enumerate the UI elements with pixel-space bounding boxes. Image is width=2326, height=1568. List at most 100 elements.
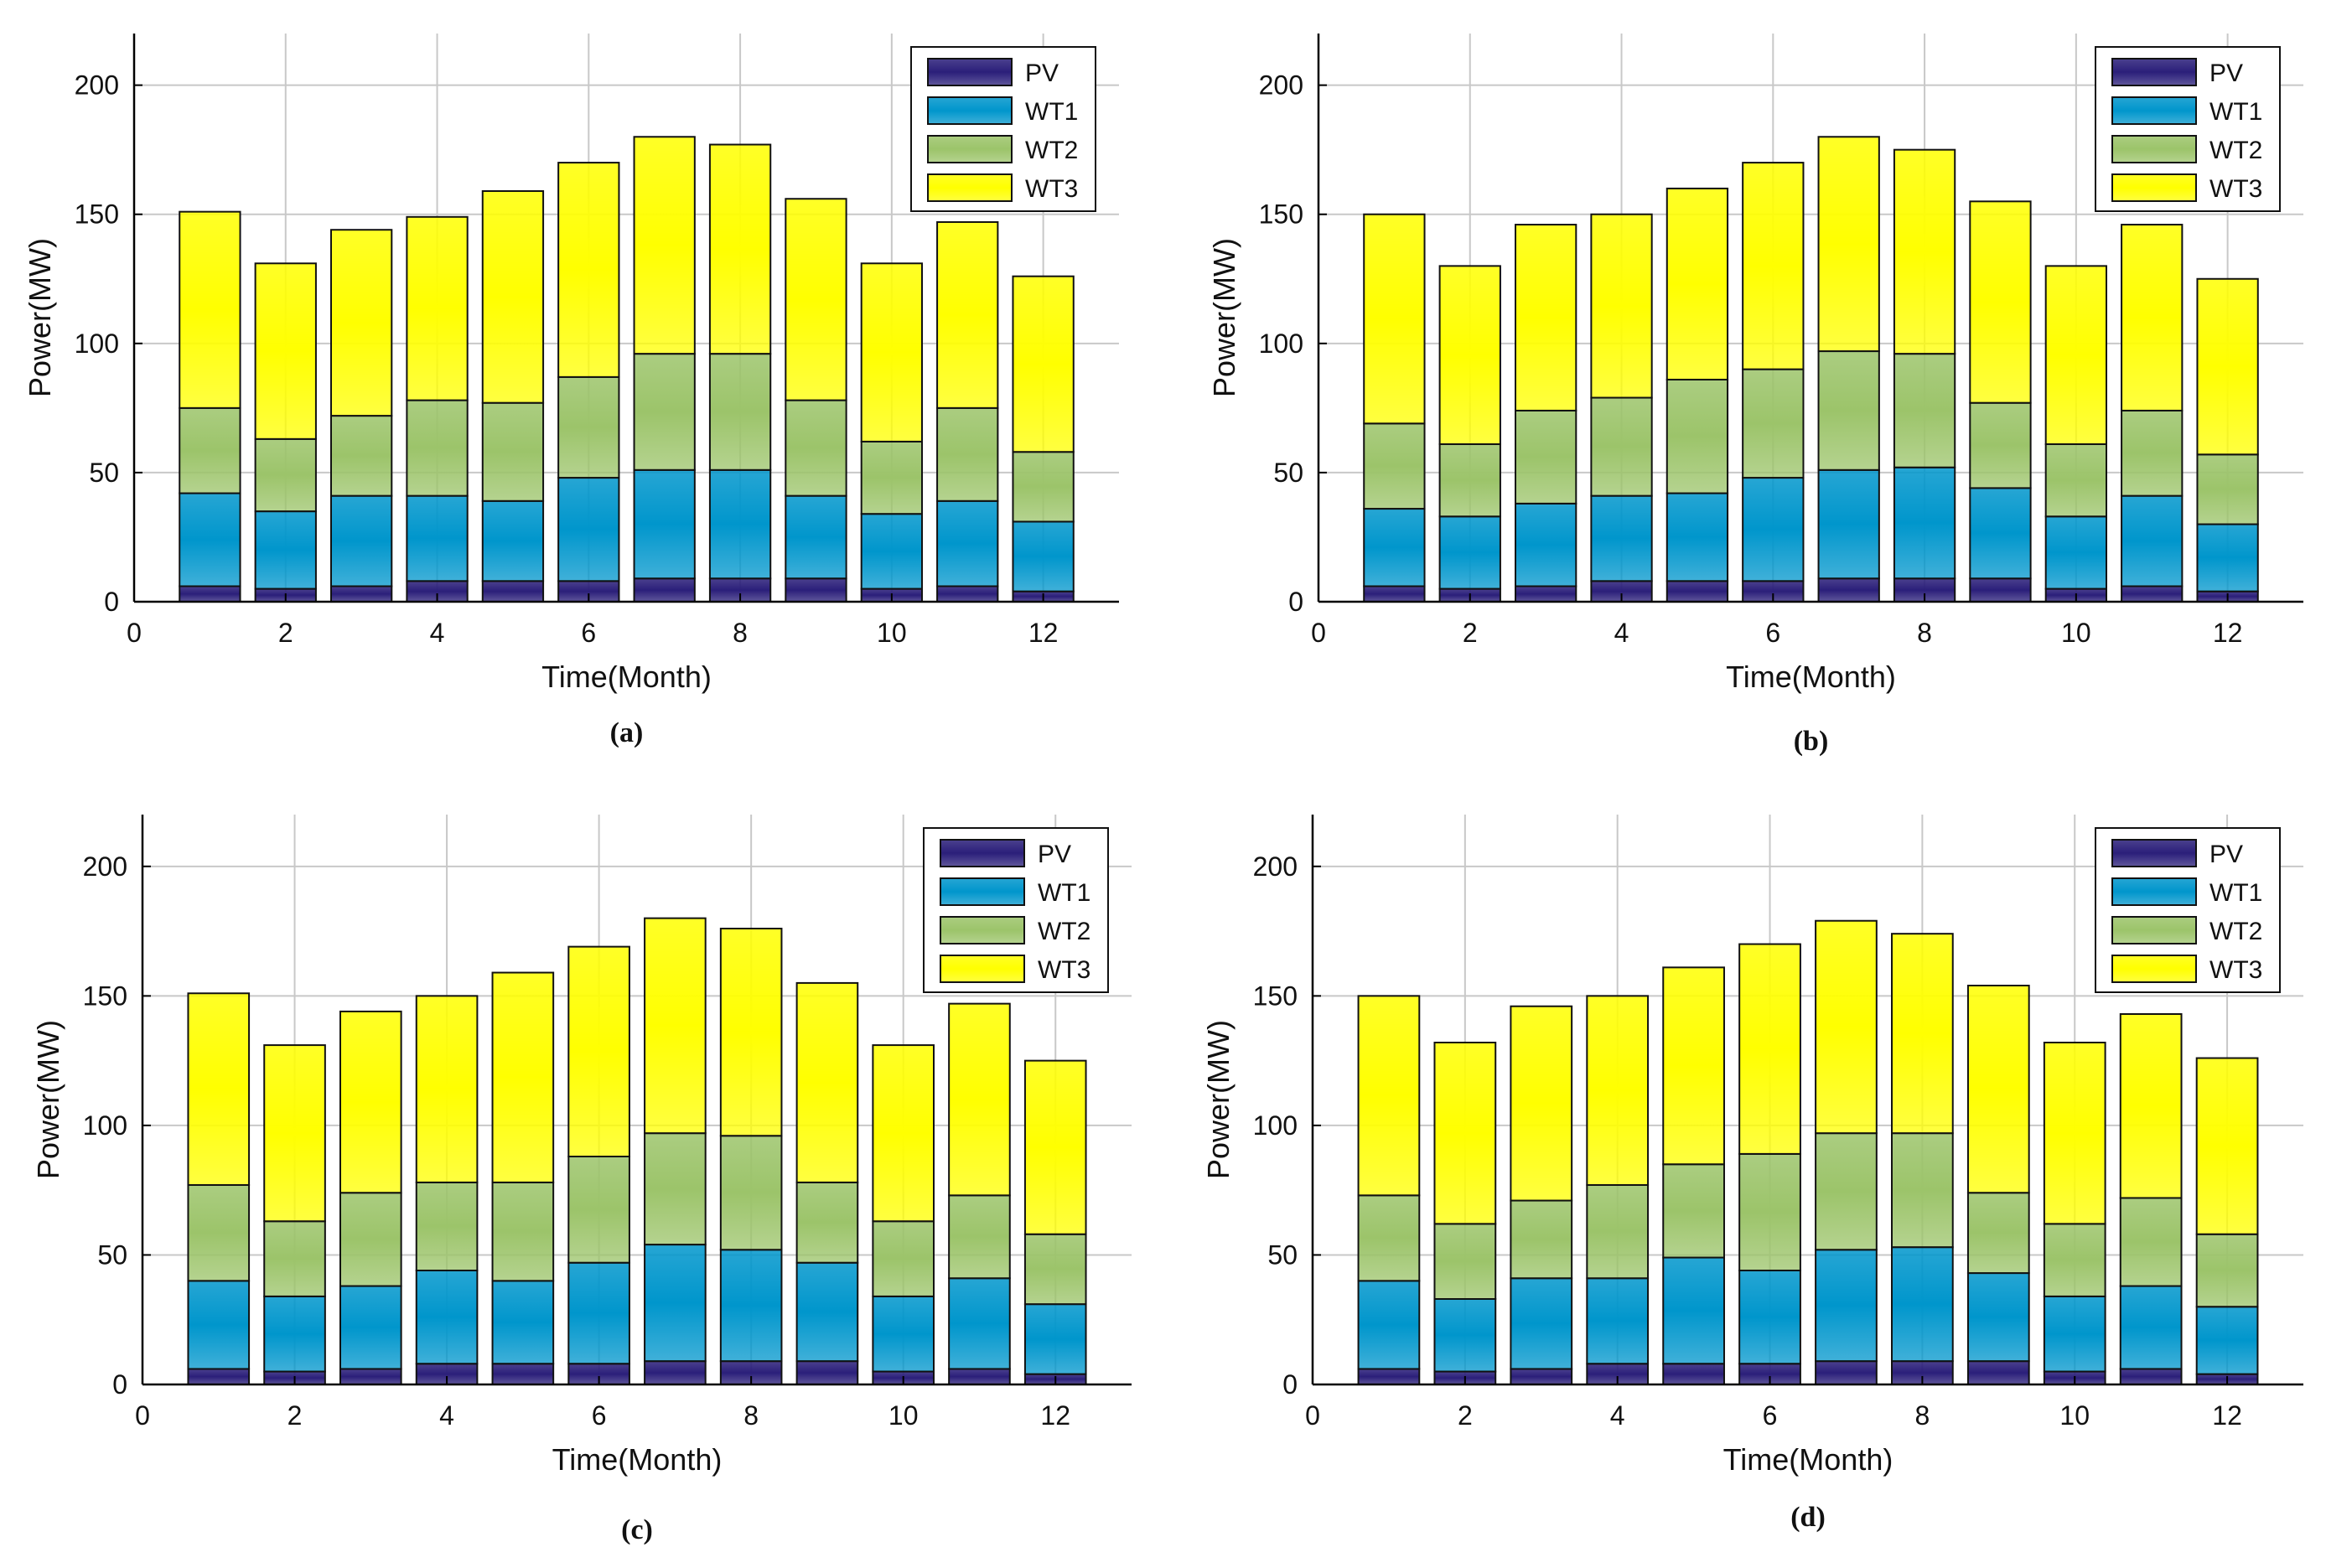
bar-pv-month-7 [1817,577,1880,603]
legend-swatch-wt1 [2111,96,2197,125]
x-tick-label: 4 [430,618,445,648]
bar-wt2-month-10 [860,440,923,515]
bar-wt2-month-10 [872,1220,935,1297]
bar-wt2-month-1 [179,406,241,494]
x-tick-label: 12 [2212,1400,2242,1431]
x-tick-label: 4 [439,1400,454,1431]
chart-caption: (a) [610,717,644,748]
bar-wt1-month-12 [2195,1306,2259,1375]
bar-wt3-month-6 [567,945,630,1157]
bar-wt2-month-3 [1515,409,1577,505]
bar-pv-month-9 [1966,1360,2030,1386]
chart-panel-d: 0 2 4 6 8 10 12 0 50 100 150 200 Time(Month) Power(MW… [1189,784,2326,1568]
x-tick-label: 12 [1028,618,1059,648]
x-tick-label: 0 [1311,618,1326,648]
bar-wt1-month-8 [1891,1246,1954,1363]
bar-wt1-month-12 [1023,1303,1087,1375]
bar-wt3-month-4 [1590,213,1653,399]
legend-swatch-pv [2111,58,2197,86]
bar-wt1-month-2 [263,1295,326,1373]
y-tick-label: 0 [104,587,119,617]
bar-wt1-month-11 [2119,1285,2183,1370]
bar-wt2-month-12 [2196,453,2259,525]
legend-swatch-wt2 [940,916,1025,944]
bar-wt3-month-11 [2119,1013,2183,1199]
bar-wt3-month-3 [330,229,393,417]
bar-wt1-month-9 [1969,487,2032,580]
x-tick-label: 2 [1463,618,1478,648]
legend-label-wt1: WT1 [1038,879,1090,907]
legend-label-wt3: WT3 [2209,956,2262,984]
bar-wt1-month-11 [936,499,999,587]
chart-panel-b: 0 2 4 6 8 10 12 0 50 100 150 200 Time(Month) Power(MW… [1189,0,2326,784]
x-tick-label: 6 [592,1400,607,1431]
y-tick-label: 0 [1288,587,1303,617]
bar-wt3-month-10 [2043,1042,2106,1225]
y-tick-label: 200 [75,70,119,101]
bar-wt1-month-7 [1817,468,1880,580]
legend-label-wt2: WT2 [1038,918,1090,945]
bar-wt3-month-2 [254,262,317,440]
legend-swatch-pv [2111,839,2197,867]
bar-wt2-month-7 [1815,1132,1878,1251]
bar-wt1-month-9 [1966,1272,2030,1363]
bar-wt3-month-11 [2121,224,2184,411]
bar-wt2-month-6 [1742,368,1805,479]
bar-pv-month-1 [1363,585,1426,603]
bar-wt2-month-6 [557,375,620,479]
bar-wt1-month-7 [644,1244,707,1363]
bar-wt1-month-10 [2044,515,2108,590]
y-tick-label: 50 [1273,458,1303,488]
bar-wt1-month-9 [785,494,847,580]
bar-wt3-month-5 [1662,966,1725,1166]
bar-pv-month-7 [633,577,696,603]
bar-wt3-month-9 [795,981,859,1183]
bar-wt1-month-9 [795,1261,859,1363]
y-tick-label: 0 [1282,1369,1298,1400]
bar-wt1-month-4 [1586,1277,1650,1365]
x-tick-label: 6 [581,618,596,648]
bar-wt3-month-6 [557,162,620,378]
bar-wt1-month-6 [567,1261,630,1365]
bar-wt3-month-1 [179,210,241,409]
y-tick-label: 200 [1259,70,1303,101]
bar-wt2-month-10 [2043,1223,2106,1297]
legend-label-wt3: WT3 [1038,956,1090,984]
bar-wt2-month-9 [785,399,847,497]
y-tick-label: 50 [89,458,119,488]
bar-wt3-month-7 [1817,136,1880,353]
bar-pv-month-5 [1665,580,1729,603]
bar-wt3-month-7 [633,136,696,355]
x-tick-label: 6 [1763,1400,1778,1431]
bar-wt1-month-1 [1357,1280,1421,1370]
bar-pv-month-3 [339,1368,402,1385]
legend: PV WT1 WT2 WT3 [2095,827,2281,993]
bar-wt1-month-7 [633,468,696,580]
bar-wt2-month-4 [406,399,469,497]
bar-wt1-month-1 [1363,508,1426,587]
bar-wt3-month-3 [1515,224,1577,411]
bar-wt2-month-11 [2121,409,2184,497]
legend-swatch-wt1 [940,877,1025,906]
bar-wt1-month-6 [1742,477,1805,582]
bar-wt2-month-12 [1012,451,1075,523]
bar-pv-month-9 [795,1360,859,1386]
bar-wt3-month-2 [263,1044,326,1223]
bar-wt3-month-12 [1023,1059,1087,1235]
y-tick-label: 150 [75,199,119,230]
bar-wt3-month-10 [872,1044,935,1223]
bar-wt3-month-4 [406,215,469,401]
y-tick-label: 150 [1259,199,1303,230]
bar-wt1-month-10 [2043,1295,2106,1373]
bar-wt2-month-9 [1966,1192,2030,1275]
bar-wt1-month-1 [187,1280,251,1370]
bar-wt2-month-8 [708,353,772,471]
bar-wt1-month-5 [1662,1256,1725,1365]
x-axis-label: Time(Month) [1723,1442,1893,1477]
bar-wt3-month-6 [1742,162,1805,370]
bar-wt2-month-6 [1738,1152,1801,1271]
bar-wt1-month-3 [1510,1277,1573,1370]
legend-label-pv: PV [2209,841,2243,868]
x-tick-label: 4 [1614,618,1629,648]
chart-panel-c: 0 2 4 6 8 10 12 0 50 100 150 200 Time(Month) Power(MW… [0,784,1163,1568]
